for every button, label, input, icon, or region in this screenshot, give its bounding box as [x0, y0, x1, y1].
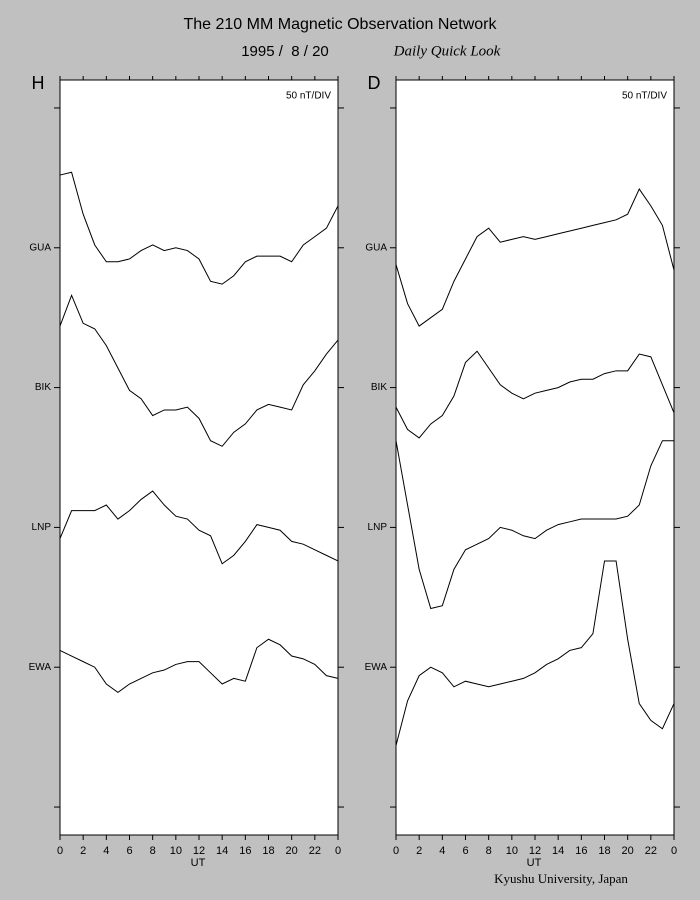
credit: Kyushu University, Japan: [494, 871, 628, 886]
x-tick-label: 20: [622, 845, 634, 857]
x-tick-label: 22: [645, 845, 657, 857]
plot-area: [395, 79, 675, 836]
x-tick-label: 0: [671, 845, 677, 857]
y-tick-label: LNP: [32, 522, 52, 533]
x-tick-label: 10: [170, 845, 182, 857]
x-tick-label: 8: [486, 845, 492, 857]
x-axis-label: UT: [527, 857, 542, 869]
trace: [395, 440, 674, 610]
x-tick-label: 14: [552, 845, 564, 857]
x-tick-label: 18: [262, 845, 274, 857]
x-tick-label: 16: [239, 845, 251, 857]
chart-title: The 210 MM Magnetic Observation Network: [183, 16, 497, 33]
trace: [395, 350, 675, 439]
annotation: 50 nT/DIV: [622, 91, 667, 102]
y-tick-label: BIK: [371, 382, 387, 393]
x-tick-label: 12: [193, 845, 205, 857]
y-tick-label: EWA: [365, 662, 388, 673]
plot-area: [59, 79, 339, 836]
panel-label: D: [368, 73, 381, 93]
x-tick-label: 4: [103, 845, 109, 857]
x-tick-label: 4: [439, 845, 445, 857]
panel-label: H: [32, 73, 45, 93]
x-tick-label: 6: [462, 845, 468, 857]
x-tick-label: 2: [416, 845, 422, 857]
x-tick-label: 0: [57, 845, 63, 857]
x-tick-label: 0: [393, 845, 399, 857]
x-tick-label: 14: [216, 845, 228, 857]
date: 1995 / 8 / 20: [241, 43, 329, 60]
trace: [59, 638, 339, 694]
y-tick-label: GUA: [29, 242, 51, 253]
trace: [395, 560, 675, 746]
x-tick-label: 22: [309, 845, 321, 857]
subtitle: Daily Quick Look: [393, 43, 501, 59]
x-tick-label: 8: [150, 845, 156, 857]
y-tick-label: BIK: [35, 382, 51, 393]
x-tick-label: 6: [126, 845, 132, 857]
x-tick-label: 12: [529, 845, 541, 857]
annotation: 50 nT/DIV: [286, 91, 331, 102]
x-tick-label: 10: [506, 845, 518, 857]
trace: [59, 171, 339, 285]
y-tick-label: EWA: [29, 662, 52, 673]
x-tick-label: 2: [80, 845, 86, 857]
trace: [59, 293, 339, 447]
x-tick-label: 20: [286, 845, 298, 857]
x-axis-label: UT: [191, 857, 206, 869]
y-tick-label: LNP: [368, 522, 388, 533]
trace: [59, 490, 339, 565]
x-tick-label: 0: [335, 845, 341, 857]
x-tick-label: 16: [575, 845, 587, 857]
trace: [395, 188, 675, 327]
y-tick-label: GUA: [365, 242, 387, 253]
x-tick-label: 18: [598, 845, 610, 857]
